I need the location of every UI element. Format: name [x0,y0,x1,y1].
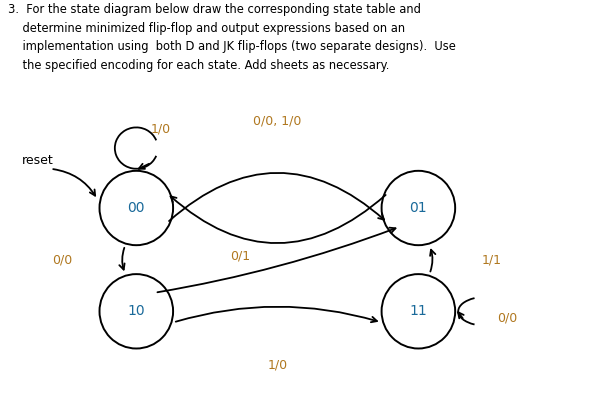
Text: 00: 00 [128,201,145,215]
Text: 0/1: 0/1 [230,249,251,262]
Text: 11: 11 [410,305,428,318]
Text: 1/1: 1/1 [482,253,502,266]
Ellipse shape [381,171,455,245]
Ellipse shape [100,171,173,245]
Ellipse shape [100,274,173,349]
Text: 0/0, 1/0: 0/0, 1/0 [253,115,301,128]
Text: 3.  For the state diagram below draw the corresponding state table and
    deter: 3. For the state diagram below draw the … [7,3,455,72]
Ellipse shape [381,274,455,349]
Text: 01: 01 [410,201,427,215]
Text: 0/0: 0/0 [497,311,517,324]
Text: 10: 10 [128,305,145,318]
Text: reset: reset [22,154,54,167]
Text: 1/0: 1/0 [267,359,288,371]
Text: 0/0: 0/0 [52,253,73,266]
Text: 1/0: 1/0 [151,123,171,136]
